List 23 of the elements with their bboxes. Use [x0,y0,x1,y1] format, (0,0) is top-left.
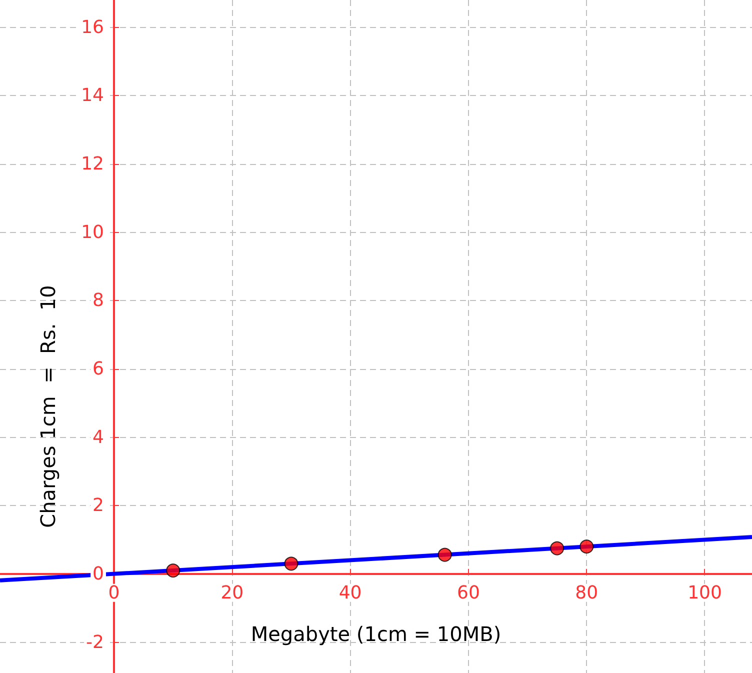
y-tick-label: 2 [92,495,104,516]
y-tick-label: 12 [81,153,104,174]
y-tick-label: 8 [92,290,104,312]
point [580,540,594,554]
y-tick-label: 16 [81,16,104,38]
y-tick-label: 6 [92,358,104,380]
x-tick-label: 80 [575,582,598,604]
y-tick-label: -2 [86,632,104,653]
x-tick-label: 20 [220,582,244,604]
y-axis-title: Charges 1cm = Rs. 10 [36,285,60,528]
y-tick-label: 14 [81,85,104,106]
y-tick-label: 0 [92,563,104,584]
point [550,541,564,556]
x-tick-label: 60 [456,582,480,604]
y-tick-label: 10 [81,222,104,243]
point [284,556,298,571]
x-axis-title: Megabyte (1cm = 10MB) [250,622,502,646]
x-tick-label: 0 [108,582,120,604]
point [166,564,180,578]
x-tick-label: 100 [688,582,722,604]
point [438,548,452,562]
y-tick-label: 4 [92,426,104,448]
x-tick-label: 40 [338,582,362,604]
